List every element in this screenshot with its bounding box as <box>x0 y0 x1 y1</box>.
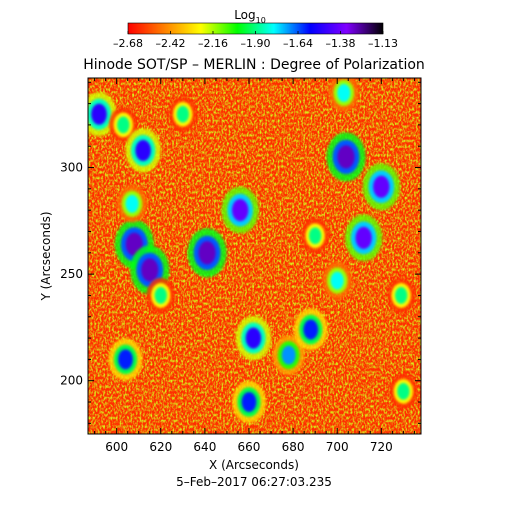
colorbar-tick-label: –2.42 <box>156 37 186 50</box>
x-tick-label: 620 <box>149 440 172 454</box>
x-tick-label: 600 <box>105 440 128 454</box>
polarization-patch <box>386 277 416 314</box>
polarization-patch <box>117 184 148 223</box>
y-axis: 200 250 300 <box>60 81 421 424</box>
polarization-patch <box>300 218 330 254</box>
polarization-patch <box>146 277 175 314</box>
polarization-patch <box>187 228 227 278</box>
polarization-patch <box>272 335 305 376</box>
y-tick-label: 250 <box>60 267 83 281</box>
polarization-patch <box>109 107 138 143</box>
colorbar-tick-label: –1.38 <box>326 37 356 50</box>
polarization-patch <box>389 373 418 410</box>
polarization-patch <box>125 128 161 173</box>
polarization-patch <box>232 380 266 424</box>
colorbar: Log10 –2.68 –2.42 –2.16 –1.90 –1.64 –1.38 –1.1… <box>113 8 398 50</box>
x-tick-label: 640 <box>193 440 216 454</box>
polarization-patch <box>221 186 259 234</box>
polarization-patch <box>326 132 366 182</box>
polarization-patch <box>328 78 359 112</box>
polarization-patch <box>362 163 401 211</box>
polarization-patch <box>344 214 383 262</box>
x-tick-label: 680 <box>282 440 305 454</box>
colorbar-label: Log10 <box>234 8 266 25</box>
chart-title: Hinode SOT/SP – MERLIN : Degree of Polar… <box>83 57 425 73</box>
colorbar-tick-label: –1.64 <box>283 37 313 50</box>
plot-frame <box>87 77 422 435</box>
x-axis-label: X (Arcseconds) <box>209 458 299 472</box>
x-tick-label: 660 <box>238 440 261 454</box>
polarization-patch <box>108 338 143 381</box>
polarization-patch <box>293 308 328 351</box>
polarization-patch <box>322 261 353 300</box>
colorbar-tick-label: –1.90 <box>241 37 271 50</box>
x-axis: 600 620 640 660 680 700 720 <box>94 78 415 454</box>
polarization-patch <box>168 96 197 132</box>
heatmap-plot-area <box>88 78 421 434</box>
colorbar-tick-label: –2.16 <box>198 37 228 50</box>
polarization-patch <box>235 315 272 361</box>
x-tick-label: 720 <box>370 440 393 454</box>
heatmap-features <box>88 78 418 424</box>
y-tick-label: 300 <box>60 161 83 175</box>
y-axis-label: Y (Arcseconds) <box>39 211 53 301</box>
colorbar-tick-label: –1.13 <box>368 37 398 50</box>
x-tick-label: 700 <box>326 440 349 454</box>
chart-subtitle: 5–Feb–2017 06:27:03.235 <box>176 475 332 489</box>
y-tick-label: 200 <box>60 374 83 388</box>
colorbar-tick-label: –2.68 <box>113 37 143 50</box>
